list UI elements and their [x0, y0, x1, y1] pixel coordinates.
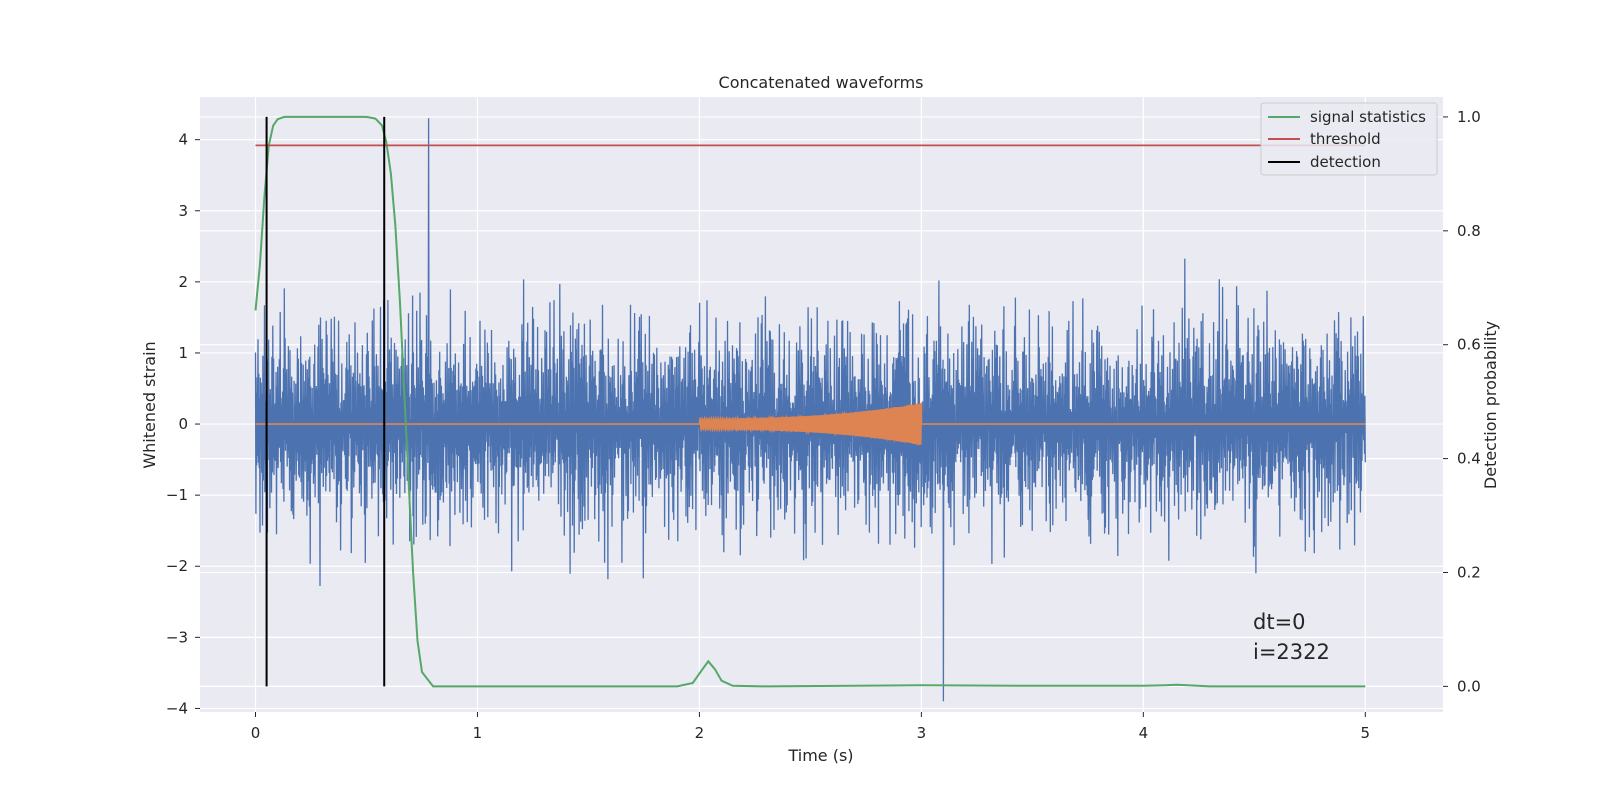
signal-statistics-line — [254, 115, 1366, 688]
y2-tick-label-2: 0.4 — [1457, 450, 1481, 468]
x-tick-label-0: 0 — [251, 724, 261, 742]
x-tick-label-2: 2 — [695, 724, 705, 742]
y2-tick-label-3: 0.6 — [1457, 336, 1481, 354]
legend-box — [1260, 102, 1438, 176]
legend-label-signal-statistics: signal statistics — [1310, 108, 1426, 126]
y2-axis-label: Detection probability — [1481, 321, 1500, 489]
y-tick-label-4: 0 — [178, 415, 188, 433]
legend: signal statistics threshold detection — [1260, 102, 1438, 176]
legend-label-detection: detection — [1310, 153, 1381, 171]
y-tick-label-0: −4 — [166, 699, 188, 717]
y-tick-label-1: −3 — [166, 628, 188, 646]
y2-tick-label-1: 0.2 — [1457, 563, 1481, 581]
y-axis-label: Whitened strain — [140, 341, 159, 468]
annotation-index: i=2322 — [1253, 640, 1330, 664]
y-tick-label-8: 4 — [178, 131, 188, 149]
data-layer — [254, 115, 1366, 702]
strain-series-line — [254, 118, 1366, 702]
chart-title: Concatenated waveforms — [719, 73, 924, 92]
y-tick-label-6: 2 — [178, 273, 188, 291]
axes-layer: 0 1 2 3 4 5 −4 −3 −2 −1 0 1 2 3 4 0.0 0.2 0.4 0.6 0.8 1.0 — [166, 108, 1481, 742]
x-tick-label-1: 1 — [473, 724, 483, 742]
y2-tick-label-4: 0.8 — [1457, 222, 1481, 240]
y2-tick-label-0: 0.0 — [1457, 677, 1481, 695]
x-axis-label: Time (s) — [787, 746, 853, 765]
annotation-dt: dt=0 — [1253, 610, 1306, 634]
y-tick-label-3: −1 — [166, 486, 188, 504]
y2-tick-label-5: 1.0 — [1457, 108, 1481, 126]
x-tick-label-4: 4 — [1139, 724, 1149, 742]
y-tick-label-2: −2 — [166, 557, 188, 575]
legend-label-threshold: threshold — [1310, 130, 1381, 148]
x-tick-label-5: 5 — [1361, 724, 1371, 742]
y-tick-label-7: 3 — [178, 202, 188, 220]
y-tick-label-5: 1 — [178, 344, 188, 362]
waveform-series-line — [255, 402, 1366, 447]
x-tick-label-3: 3 — [917, 724, 927, 742]
